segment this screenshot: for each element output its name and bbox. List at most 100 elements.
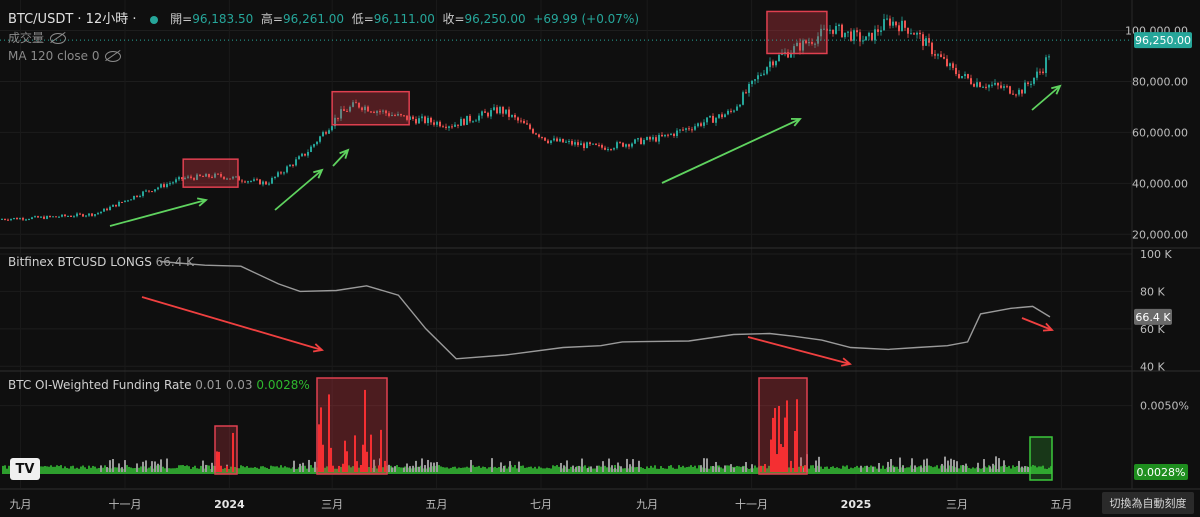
longs-legend[interactable]: Bitfinex BTCUSD LONGS 66.4 K (8, 255, 194, 269)
funding-bar-gray (1018, 460, 1020, 472)
funding-bar-red (226, 465, 228, 472)
last-price-badge (1134, 32, 1192, 49)
close-value: 96,250.00 (464, 12, 526, 26)
candle-body (292, 164, 294, 166)
ma-legend[interactable]: MA 120 close 0 (8, 49, 122, 63)
funding-bar (736, 465, 738, 474)
funding-bar-gray (118, 463, 120, 472)
funding-bar-gray (947, 460, 949, 472)
funding-bar (646, 466, 648, 474)
funding-bar-gray (596, 465, 598, 472)
funding-bar (960, 465, 962, 474)
candle-body (205, 174, 207, 177)
pane-separators (0, 0, 1200, 490)
candle-body (865, 36, 867, 41)
candle-body (742, 92, 744, 105)
funding-bar (728, 465, 730, 474)
candle-body (538, 134, 540, 137)
candle-body (151, 191, 153, 193)
funding-bar-gray (142, 461, 144, 472)
candle-body (31, 217, 33, 220)
price-tick-label: 40,000.00 (1132, 177, 1188, 190)
funding-bar (48, 466, 50, 474)
candle-body (265, 181, 267, 185)
funding-bar (520, 465, 522, 474)
candle-body (88, 213, 90, 216)
candle-body (694, 126, 696, 130)
funding-bar (656, 468, 658, 474)
funding-bar (682, 465, 684, 474)
eye-hidden-icon[interactable] (50, 33, 67, 44)
funding-bar (1008, 465, 1010, 474)
funding-bar-gray (745, 462, 747, 472)
funding-bar (506, 468, 508, 474)
funding-bar (252, 467, 254, 474)
candle-body (1006, 86, 1008, 88)
candle-body (70, 216, 72, 218)
funding-bar (80, 466, 82, 474)
candle-body (1003, 86, 1005, 88)
candle-body (475, 120, 477, 122)
funding-bar (248, 467, 250, 474)
funding-params: 0.01 0.03 (195, 378, 253, 392)
funding-bar-gray (415, 460, 417, 472)
funding-bar (592, 468, 594, 474)
funding-legend[interactable]: BTC OI-Weighted Funding Rate 0.01 0.03 0… (8, 378, 310, 392)
ma-label: MA 120 close 0 (8, 49, 100, 63)
funding-bar (830, 467, 832, 474)
candle-body (754, 79, 756, 81)
funding-bar (916, 467, 918, 474)
funding-bar (478, 465, 480, 474)
uptrend-arrow-head (790, 117, 802, 127)
candle-body (952, 63, 954, 68)
funding-bar-red (328, 394, 330, 472)
candle-body (718, 114, 720, 118)
close-label: 收= (442, 12, 465, 26)
candle-body (556, 138, 558, 142)
candle-body (355, 102, 357, 104)
candle-body (934, 54, 936, 56)
tradingview-logo[interactable]: TV (10, 458, 40, 480)
funding-bar (290, 468, 292, 474)
candle-body (895, 21, 897, 26)
candle-body (958, 74, 960, 79)
candle-body (709, 115, 711, 118)
candle-body (100, 211, 102, 214)
candle-body (25, 219, 27, 221)
candle-body (400, 114, 402, 116)
candle-body (130, 199, 132, 201)
funding-bar (200, 465, 202, 474)
uptrend-arrow-head (1051, 84, 1062, 95)
candle-body (34, 216, 36, 218)
auto-scale-button[interactable]: 切換為自動刻度 (1102, 492, 1194, 514)
candle-body (1027, 82, 1029, 84)
candle-body (52, 216, 54, 218)
candle-body (931, 42, 933, 55)
funding-bar (58, 466, 60, 474)
funding-bar-gray (154, 461, 156, 472)
candle-body (103, 208, 105, 212)
funding-bar (666, 468, 668, 474)
time-tick-label: 2024 (214, 498, 245, 511)
candle-body (628, 144, 630, 147)
funding-bar-gray (587, 467, 589, 472)
low-label: 低= (351, 12, 374, 26)
funding-bar (176, 467, 178, 474)
candle-body (430, 117, 432, 123)
candle-body (877, 29, 879, 32)
volume-legend[interactable]: 成交量 (8, 29, 67, 46)
eye-hidden-icon[interactable] (105, 51, 122, 62)
candle-body (901, 20, 903, 32)
funding-bar (690, 465, 692, 474)
funding-bar-gray (433, 462, 435, 472)
funding-bar (494, 466, 496, 474)
funding-bar-red (332, 465, 334, 472)
candle-body (178, 177, 180, 180)
funding-bar (164, 468, 166, 474)
funding-bar-gray (1024, 466, 1026, 472)
funding-bar (812, 465, 814, 474)
symbol-title[interactable]: BTC/USDT · 12小時 · (8, 12, 137, 27)
candle-body (199, 174, 201, 177)
funding-bar (534, 466, 536, 474)
